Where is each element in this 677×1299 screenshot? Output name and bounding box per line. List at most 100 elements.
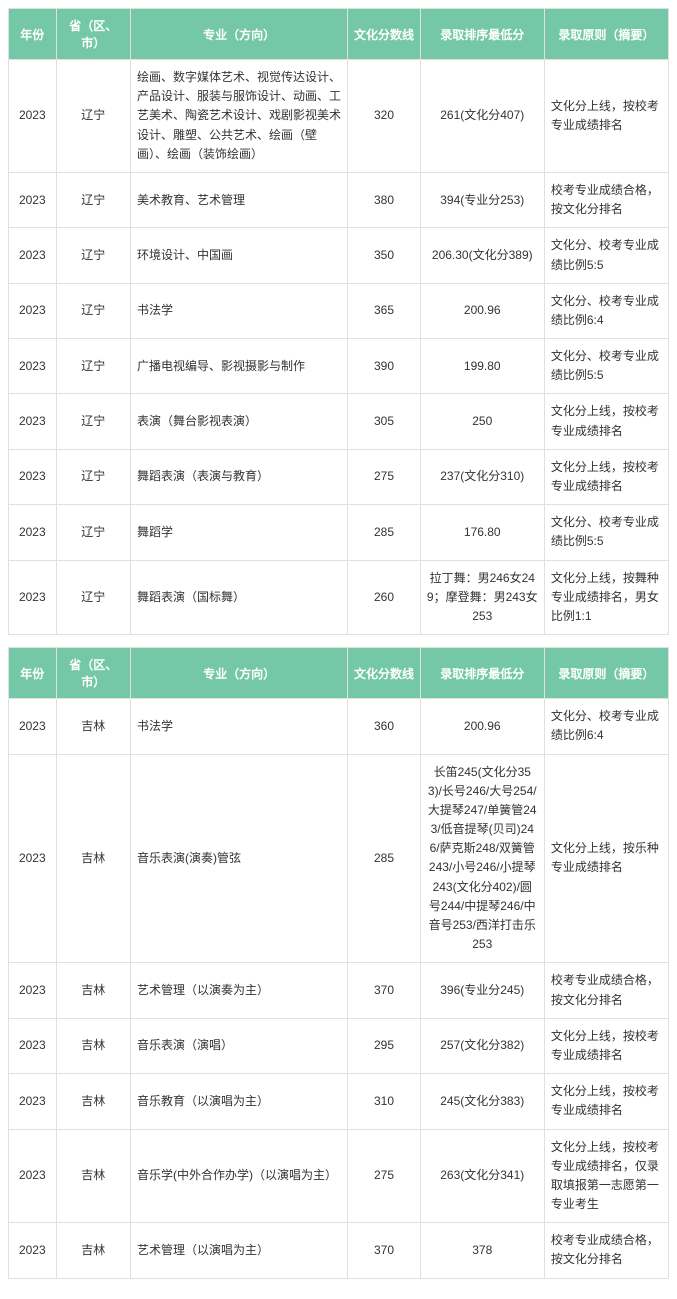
table-cell: 245(文化分383) bbox=[420, 1074, 544, 1129]
table-cell: 书法学 bbox=[131, 283, 348, 338]
table-cell: 263(文化分341) bbox=[420, 1129, 544, 1223]
table-cell: 校考专业成绩合格，按文化分排名 bbox=[544, 963, 668, 1018]
table-cell: 音乐教育（以演唱为主） bbox=[131, 1074, 348, 1129]
col-header: 录取原则（摘要） bbox=[544, 648, 668, 699]
table-cell: 2023 bbox=[9, 1129, 57, 1223]
table-cell: 295 bbox=[348, 1018, 420, 1073]
table-cell: 365 bbox=[348, 283, 420, 338]
table-row: 2023吉林艺术管理（以演唱为主）370378校考专业成绩合格，按文化分排名 bbox=[9, 1223, 669, 1278]
table-cell: 辽宁 bbox=[56, 228, 130, 283]
table-cell: 2023 bbox=[9, 449, 57, 504]
table-row: 2023辽宁舞蹈学285176.80文化分、校考专业成绩比例5:5 bbox=[9, 505, 669, 560]
table-cell: 260 bbox=[348, 560, 420, 635]
table-cell: 辽宁 bbox=[56, 394, 130, 449]
table-cell: 文化分上线，按乐种专业成绩排名 bbox=[544, 754, 668, 963]
col-header: 省（区、市） bbox=[56, 648, 130, 699]
table-cell: 2023 bbox=[9, 505, 57, 560]
table-cell: 书法学 bbox=[131, 699, 348, 754]
table-cell: 2023 bbox=[9, 1223, 57, 1278]
table-cell: 艺术管理（以演唱为主） bbox=[131, 1223, 348, 1278]
table-row: 2023辽宁舞蹈表演（国标舞）260拉丁舞：男246女249；摩登舞：男243女… bbox=[9, 560, 669, 635]
col-header: 录取原则（摘要） bbox=[544, 9, 668, 60]
table-row: 2023吉林音乐教育（以演唱为主）310245(文化分383)文化分上线，按校考… bbox=[9, 1074, 669, 1129]
table-cell: 2023 bbox=[9, 172, 57, 227]
table-cell: 文化分、校考专业成绩比例6:4 bbox=[544, 283, 668, 338]
table-cell: 辽宁 bbox=[56, 339, 130, 394]
table-cell: 文化分、校考专业成绩比例5:5 bbox=[544, 505, 668, 560]
table-row: 2023吉林音乐学(中外合作办学)（以演唱为主）275263(文化分341)文化… bbox=[9, 1129, 669, 1223]
table-cell: 2023 bbox=[9, 699, 57, 754]
table-cell: 舞蹈学 bbox=[131, 505, 348, 560]
admission-table-1: 年份省（区、市）专业（方向）文化分数线录取排序最低分录取原则（摘要）2023吉林… bbox=[8, 647, 669, 1279]
table-cell: 176.80 bbox=[420, 505, 544, 560]
table-cell: 文化分、校考专业成绩比例5:5 bbox=[544, 228, 668, 283]
table-cell: 音乐表演（演唱） bbox=[131, 1018, 348, 1073]
table-cell: 2023 bbox=[9, 1074, 57, 1129]
table-cell: 310 bbox=[348, 1074, 420, 1129]
col-header: 录取排序最低分 bbox=[420, 648, 544, 699]
table-cell: 2023 bbox=[9, 394, 57, 449]
table-row: 2023辽宁环境设计、中国画350206.30(文化分389)文化分、校考专业成… bbox=[9, 228, 669, 283]
table-cell: 360 bbox=[348, 699, 420, 754]
table-cell: 长笛245(文化分353)/长号246/大号254/大提琴247/单簧管243/… bbox=[420, 754, 544, 963]
table-cell: 吉林 bbox=[56, 754, 130, 963]
tables-container: 年份省（区、市）专业（方向）文化分数线录取排序最低分录取原则（摘要）2023辽宁… bbox=[8, 8, 669, 1279]
table-cell: 2023 bbox=[9, 228, 57, 283]
table-row: 2023辽宁表演（舞台影视表演）305250文化分上线，按校考专业成绩排名 bbox=[9, 394, 669, 449]
table-cell: 350 bbox=[348, 228, 420, 283]
table-cell: 辽宁 bbox=[56, 172, 130, 227]
table-row: 2023辽宁广播电视编导、影视摄影与制作390199.80文化分、校考专业成绩比… bbox=[9, 339, 669, 394]
table-cell: 艺术管理（以演奏为主） bbox=[131, 963, 348, 1018]
admission-table-0: 年份省（区、市）专业（方向）文化分数线录取排序最低分录取原则（摘要）2023辽宁… bbox=[8, 8, 669, 635]
table-cell: 吉林 bbox=[56, 963, 130, 1018]
table-cell: 文化分上线，按舞种专业成绩排名，男女比例1:1 bbox=[544, 560, 668, 635]
table-cell: 辽宁 bbox=[56, 283, 130, 338]
table-cell: 2023 bbox=[9, 754, 57, 963]
table-cell: 378 bbox=[420, 1223, 544, 1278]
table-cell: 390 bbox=[348, 339, 420, 394]
col-header: 录取排序最低分 bbox=[420, 9, 544, 60]
table-cell: 275 bbox=[348, 449, 420, 504]
table-cell: 2023 bbox=[9, 963, 57, 1018]
table-cell: 环境设计、中国画 bbox=[131, 228, 348, 283]
col-header: 年份 bbox=[9, 9, 57, 60]
table-cell: 200.96 bbox=[420, 283, 544, 338]
table-cell: 表演（舞台影视表演） bbox=[131, 394, 348, 449]
table-cell: 275 bbox=[348, 1129, 420, 1223]
table-cell: 257(文化分382) bbox=[420, 1018, 544, 1073]
table-cell: 吉林 bbox=[56, 1129, 130, 1223]
table-cell: 辽宁 bbox=[56, 449, 130, 504]
table-row: 2023吉林书法学360200.96文化分、校考专业成绩比例6:4 bbox=[9, 699, 669, 754]
table-cell: 237(文化分310) bbox=[420, 449, 544, 504]
table-cell: 370 bbox=[348, 963, 420, 1018]
table-header-row: 年份省（区、市）专业（方向）文化分数线录取排序最低分录取原则（摘要） bbox=[9, 9, 669, 60]
table-cell: 200.96 bbox=[420, 699, 544, 754]
table-cell: 285 bbox=[348, 754, 420, 963]
table-cell: 文化分、校考专业成绩比例6:4 bbox=[544, 699, 668, 754]
table-cell: 文化分上线，按校考专业成绩排名 bbox=[544, 394, 668, 449]
table-cell: 音乐表演(演奏)管弦 bbox=[131, 754, 348, 963]
table-cell: 305 bbox=[348, 394, 420, 449]
table-cell: 舞蹈表演（国标舞） bbox=[131, 560, 348, 635]
table-cell: 2023 bbox=[9, 1018, 57, 1073]
table-cell: 音乐学(中外合作办学)（以演唱为主） bbox=[131, 1129, 348, 1223]
table-cell: 261(文化分407) bbox=[420, 60, 544, 173]
table-cell: 2023 bbox=[9, 283, 57, 338]
table-cell: 285 bbox=[348, 505, 420, 560]
col-header: 省（区、市） bbox=[56, 9, 130, 60]
table-cell: 2023 bbox=[9, 560, 57, 635]
table-cell: 吉林 bbox=[56, 1074, 130, 1129]
table-cell: 199.80 bbox=[420, 339, 544, 394]
table-cell: 文化分上线，按校考专业成绩排名 bbox=[544, 60, 668, 173]
table-cell: 文化分上线，按校考专业成绩排名 bbox=[544, 449, 668, 504]
table-cell: 文化分、校考专业成绩比例5:5 bbox=[544, 339, 668, 394]
table-row: 2023吉林音乐表演(演奏)管弦285长笛245(文化分353)/长号246/大… bbox=[9, 754, 669, 963]
table-cell: 2023 bbox=[9, 60, 57, 173]
col-header: 文化分数线 bbox=[348, 9, 420, 60]
table-row: 2023吉林艺术管理（以演奏为主）370396(专业分245)校考专业成绩合格，… bbox=[9, 963, 669, 1018]
table-cell: 辽宁 bbox=[56, 60, 130, 173]
table-cell: 校考专业成绩合格，按文化分排名 bbox=[544, 1223, 668, 1278]
table-cell: 广播电视编导、影视摄影与制作 bbox=[131, 339, 348, 394]
table-cell: 370 bbox=[348, 1223, 420, 1278]
table-row: 2023吉林音乐表演（演唱）295257(文化分382)文化分上线，按校考专业成… bbox=[9, 1018, 669, 1073]
